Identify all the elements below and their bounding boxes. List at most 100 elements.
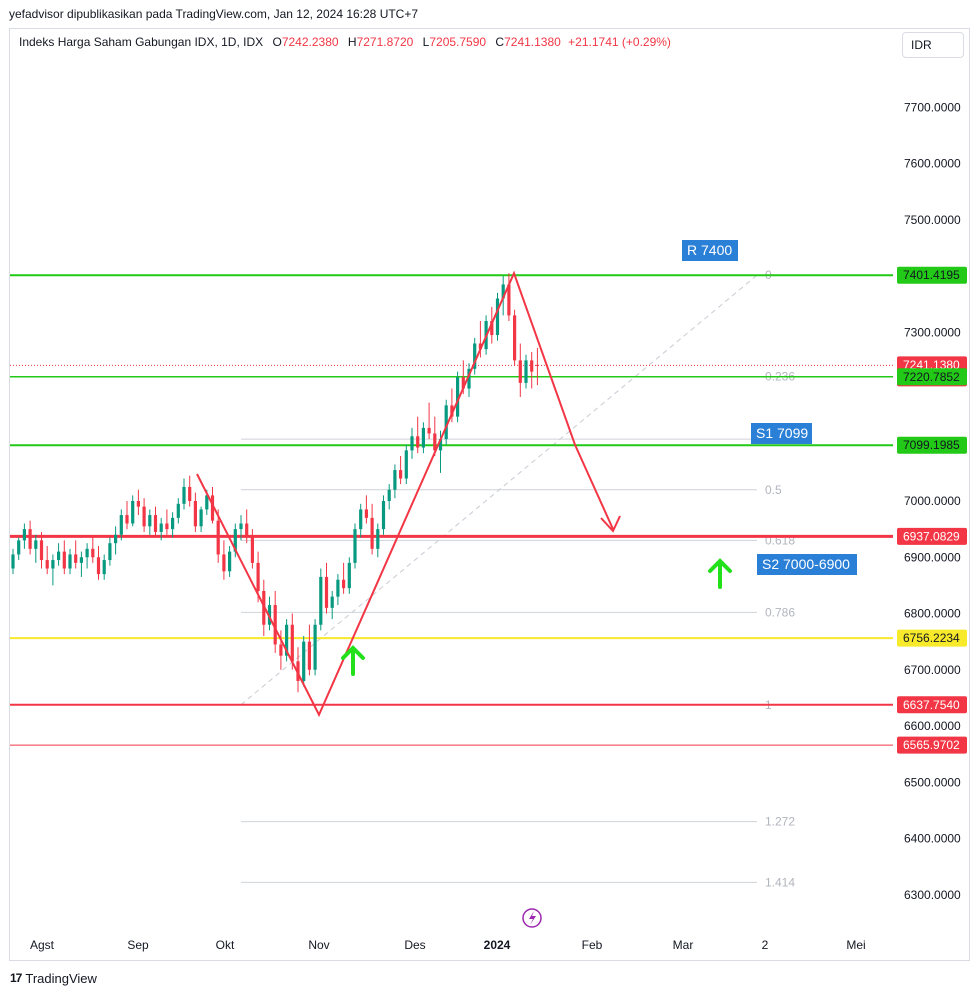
candle-body	[364, 509, 368, 518]
low-label: L	[422, 35, 430, 49]
candle-body	[114, 534, 118, 544]
candle-body	[421, 427, 425, 448]
candle-body	[461, 377, 465, 389]
annotation-box	[682, 240, 738, 261]
candle-body	[336, 579, 340, 597]
tradingview-logo-icon: 17	[10, 971, 22, 985]
high-label: H	[347, 35, 357, 49]
candle-body	[39, 540, 44, 561]
candle-body	[74, 554, 78, 563]
change-value: +21.1741 (+0.29%)	[568, 35, 671, 49]
currency-selector[interactable]: IDR	[902, 32, 964, 58]
candle-body	[324, 576, 329, 608]
candle-body	[290, 624, 294, 662]
candle-body	[171, 517, 175, 530]
candle-body	[273, 605, 277, 645]
candle-body	[381, 501, 386, 530]
price-label-box	[897, 736, 967, 754]
candle-body	[285, 624, 289, 656]
candle-body	[102, 560, 106, 575]
attribution-text: yefadvisor dipublikasikan pada TradingVi…	[9, 7, 419, 21]
candle-body	[302, 641, 306, 681]
candle-body	[79, 557, 83, 563]
candle-body	[57, 551, 61, 561]
price-label-value: 6565.9702	[903, 738, 960, 752]
fib-level-label: 1.414	[765, 875, 795, 889]
candle-body	[387, 489, 391, 501]
y-tick-label: 7700.0000	[904, 100, 961, 114]
candle-body	[222, 554, 226, 572]
fib-trendline	[240, 274, 758, 706]
annotation-label: R 7400	[687, 242, 732, 258]
candle-body	[45, 560, 49, 569]
candle-body	[427, 427, 431, 434]
candle-body	[319, 576, 323, 625]
price-label-box	[897, 629, 967, 647]
candle-body	[131, 501, 135, 524]
price-label-value: 7401.4195	[903, 268, 960, 282]
y-tick-label: 6700.0000	[904, 663, 961, 677]
candle-body	[467, 368, 471, 389]
y-tick-label: 6500.0000	[904, 775, 961, 789]
candle-body	[353, 529, 357, 563]
price-label-box	[897, 368, 967, 386]
candle-body	[330, 596, 334, 608]
x-tick-label: Des	[404, 938, 425, 952]
x-tick-label: Okt	[216, 938, 235, 952]
footer-brand: 17 TradingView	[10, 968, 97, 988]
y-tick-label: 7300.0000	[904, 325, 961, 339]
candle-body	[347, 562, 351, 589]
candle-body	[404, 450, 408, 479]
candle-body	[176, 503, 180, 518]
candle-body	[313, 624, 317, 670]
x-tick-label: 2024	[484, 938, 511, 952]
price-label-box	[897, 696, 967, 714]
candle-body	[507, 284, 511, 316]
candle-body	[182, 486, 186, 504]
candle-body	[11, 554, 15, 569]
open-label: O	[272, 35, 282, 49]
candle-body	[108, 543, 112, 561]
candle-body	[85, 548, 89, 558]
candle-body	[205, 495, 209, 510]
candle-body	[307, 641, 311, 670]
candle-body	[159, 523, 163, 532]
candle-body	[416, 436, 420, 448]
candle-body	[530, 360, 534, 372]
price-label-value: 6937.0829	[903, 529, 960, 543]
candle-body	[370, 517, 374, 549]
y-tick-label: 6600.0000	[904, 719, 961, 733]
annotation-label: S2 7000-6900	[762, 556, 850, 572]
symbol-legend: Indeks Harga Saham Gabungan IDX, 1D, IDX…	[19, 35, 671, 49]
candle-body	[535, 364, 539, 366]
candle-body	[125, 515, 129, 524]
annotation-box	[751, 423, 812, 444]
x-tick-label: Sep	[127, 938, 149, 952]
high-value: 7271.8720	[356, 35, 414, 49]
fib-level-label: 0.786	[765, 605, 795, 619]
candle-body	[119, 515, 123, 535]
candle-body	[518, 360, 522, 383]
open-value: 7242.2380	[281, 35, 339, 49]
candle-body	[136, 501, 140, 507]
price-label-box	[897, 436, 967, 454]
candle-body	[444, 405, 448, 440]
y-tick-label: 7600.0000	[904, 157, 961, 171]
candle-body	[51, 560, 55, 569]
candle-body	[410, 436, 414, 451]
y-tick-label: 7000.0000	[904, 494, 961, 508]
price-label-box	[897, 527, 967, 545]
candle-body	[450, 405, 454, 417]
candle-body	[250, 537, 254, 563]
close-value: 7241.1380	[504, 35, 561, 49]
candle-body	[233, 529, 237, 552]
candle-body	[279, 644, 283, 656]
candle-body	[22, 529, 26, 541]
x-tick-label: 2	[762, 938, 769, 952]
y-tick-label: 7500.0000	[904, 213, 961, 227]
candle-body	[393, 470, 397, 490]
chart-frame	[9, 28, 970, 961]
x-tick-label: Mei	[846, 938, 865, 952]
candle-body	[17, 540, 21, 555]
